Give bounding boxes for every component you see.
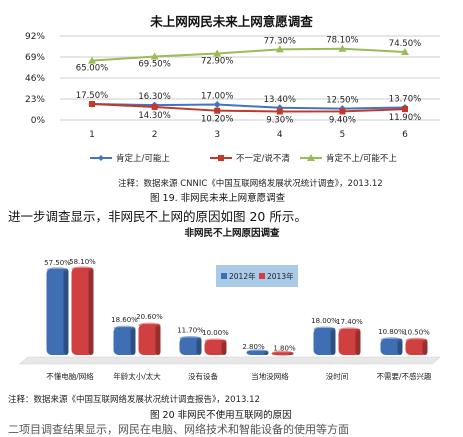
data-point bbox=[214, 107, 221, 114]
y-tick-label: 92% bbox=[25, 32, 45, 42]
legend-box bbox=[216, 265, 298, 287]
bar-value-label: 2.80% bbox=[242, 343, 265, 351]
bar-value-label: 17.40% bbox=[336, 318, 363, 326]
data-point bbox=[401, 47, 409, 55]
category-label: 年龄太小/太大 bbox=[113, 371, 161, 381]
data-label: 74.50% bbox=[389, 39, 421, 49]
category-label: 没时间 bbox=[326, 371, 349, 381]
data-point bbox=[213, 49, 222, 57]
data-label: 72.90% bbox=[201, 56, 233, 66]
data-point bbox=[338, 44, 347, 52]
category-label: 不需要/不感兴趣 bbox=[376, 371, 432, 381]
data-label: 12.50% bbox=[326, 96, 358, 106]
bar bbox=[179, 335, 202, 355]
data-label: 9.40% bbox=[329, 115, 356, 125]
series-line bbox=[91, 103, 406, 113]
bar-value-label: 1.80% bbox=[273, 344, 296, 352]
bar-value-label: 57.50% bbox=[44, 259, 71, 267]
data-point bbox=[276, 108, 283, 115]
data-label: 11.90% bbox=[389, 113, 421, 123]
category-label: 当地没网络 bbox=[251, 371, 289, 381]
legend-swatch bbox=[221, 273, 227, 279]
figure-20-caption: 图 20 非网民不使用互联网的原因 bbox=[150, 410, 292, 421]
bar bbox=[271, 350, 294, 356]
source-note-2: 注释：数据来源《中国互联网络发展状况统计调查报告》，2013.12 bbox=[8, 395, 260, 405]
x-tick-label: 2 bbox=[152, 130, 158, 140]
category-label: 不懂电脑/网络 bbox=[46, 371, 94, 381]
source-note-1: 注释：数据来源 CNNIC《中国互联网络发展状况统计调查》，2013.12 bbox=[118, 179, 383, 189]
bar bbox=[313, 326, 336, 355]
bar bbox=[246, 349, 269, 355]
bar bbox=[113, 325, 136, 355]
data-label: 69.50% bbox=[138, 60, 170, 70]
bar-chart-title: 非网民不上网原因调查 bbox=[184, 227, 280, 239]
line-chart-title: 未上网网民未来上网意愿调查 bbox=[150, 14, 313, 29]
body-paragraph: 进一步调查显示，非网民不上网的原因如图 20 所示。 bbox=[8, 209, 307, 224]
data-label: 77.30% bbox=[264, 36, 296, 46]
data-point bbox=[213, 100, 221, 108]
bar bbox=[71, 266, 94, 355]
x-tick-label: 4 bbox=[277, 130, 283, 140]
line-chart: 92% 69% 46% 23% 0% 1 2 3 4 5 6 17.50% 16.30% 17.00% 1… bbox=[25, 32, 440, 164]
legend-label: 2013年 bbox=[267, 271, 294, 281]
bar bbox=[138, 322, 161, 355]
data-label: 78.10% bbox=[326, 36, 358, 46]
bar bbox=[338, 327, 361, 355]
bar-value-label: 10.00% bbox=[202, 329, 229, 337]
bar-value-label: 58.10% bbox=[69, 258, 96, 266]
x-tick-label: 5 bbox=[340, 130, 346, 140]
legend-marker bbox=[98, 155, 104, 161]
data-label: 17.50% bbox=[76, 91, 108, 101]
data-point bbox=[275, 45, 284, 53]
figure-19-caption: 图 19. 非网民未来上网意愿调查 bbox=[150, 193, 286, 204]
y-tick-label: 46% bbox=[25, 74, 45, 84]
data-point bbox=[151, 103, 158, 110]
bar-value-label: 20.60% bbox=[136, 313, 163, 321]
legend-label: 肯定不上/可能不上 bbox=[326, 153, 397, 164]
data-label: 16.30% bbox=[138, 92, 170, 102]
category-label: 没有设备 bbox=[188, 371, 218, 381]
bar-chart: 非网民不上网原因调查 2012年 2013年 57.50%58.10% 18.60%… bbox=[19, 227, 441, 381]
bar bbox=[204, 338, 227, 355]
bar-value-label: 10.50% bbox=[403, 328, 430, 336]
data-point bbox=[150, 52, 159, 60]
data-label: 65.00% bbox=[76, 64, 108, 74]
data-point bbox=[339, 108, 346, 115]
bar-value-label: 11.70% bbox=[177, 326, 204, 334]
legend-label: 肯定上/可能上 bbox=[116, 153, 170, 164]
data-label: 13.40% bbox=[264, 95, 296, 105]
legend-marker bbox=[307, 154, 315, 161]
x-tick-label: 1 bbox=[89, 130, 95, 140]
legend-marker bbox=[218, 155, 224, 161]
cut-off-text-line: 二项目调查结果显示，网民在电脑、网络技术和智能设备的使用等方面 bbox=[8, 423, 349, 436]
y-tick-label: 23% bbox=[25, 95, 45, 105]
y-tick-label: 69% bbox=[25, 53, 45, 63]
bar bbox=[46, 267, 69, 355]
bar bbox=[380, 337, 403, 355]
bar bbox=[405, 337, 428, 355]
bar-value-label: 18.00% bbox=[311, 317, 338, 325]
y-tick-label: 0% bbox=[31, 116, 46, 126]
legend-label: 不一定/说不清 bbox=[236, 153, 290, 164]
data-point bbox=[88, 56, 96, 64]
series-line bbox=[91, 103, 406, 110]
bar-value-label: 18.60% bbox=[111, 316, 138, 324]
bar-value-label: 10.80% bbox=[378, 328, 405, 336]
data-label: 13.70% bbox=[389, 94, 421, 104]
chart-floor bbox=[19, 356, 441, 365]
data-label: 14.30% bbox=[138, 111, 170, 121]
x-tick-label: 6 bbox=[402, 130, 408, 140]
data-label: 10.20% bbox=[201, 115, 233, 125]
series-line bbox=[91, 47, 406, 62]
legend-swatch bbox=[259, 273, 265, 279]
data-point bbox=[402, 106, 408, 113]
legend-label: 2012年 bbox=[229, 271, 256, 281]
data-point bbox=[89, 101, 95, 108]
data-label: 9.30% bbox=[266, 116, 293, 126]
x-tick-label: 3 bbox=[214, 130, 220, 140]
data-label: 17.00% bbox=[201, 91, 233, 101]
